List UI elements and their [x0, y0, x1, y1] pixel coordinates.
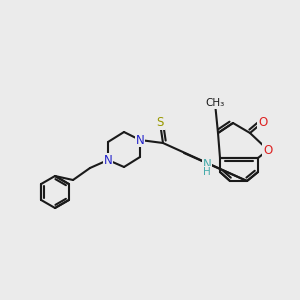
- Text: N: N: [202, 158, 211, 172]
- Text: N: N: [103, 154, 112, 166]
- Text: S: S: [156, 116, 164, 130]
- Text: H: H: [203, 167, 211, 177]
- Text: O: O: [263, 143, 273, 157]
- Text: O: O: [258, 116, 268, 128]
- Text: CH₃: CH₃: [206, 98, 225, 108]
- Text: N: N: [136, 134, 144, 146]
